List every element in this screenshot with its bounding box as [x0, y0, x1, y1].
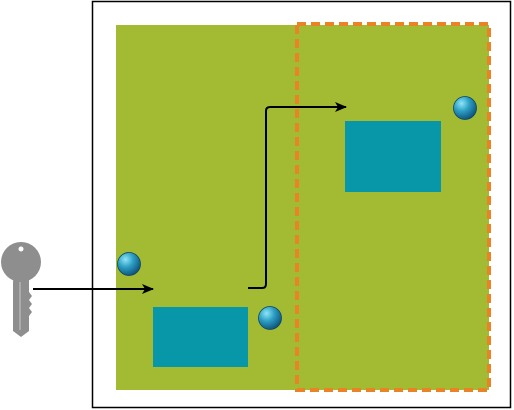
sphere-icon	[258, 306, 282, 330]
component-block-bottom-left	[153, 307, 248, 367]
component-block-top-right	[345, 121, 441, 192]
sphere-icon	[117, 252, 141, 276]
sphere-icon	[453, 96, 477, 120]
elbow-arrow	[248, 102, 347, 289]
highlight-region	[295, 22, 491, 392]
key-icon	[1, 242, 41, 337]
